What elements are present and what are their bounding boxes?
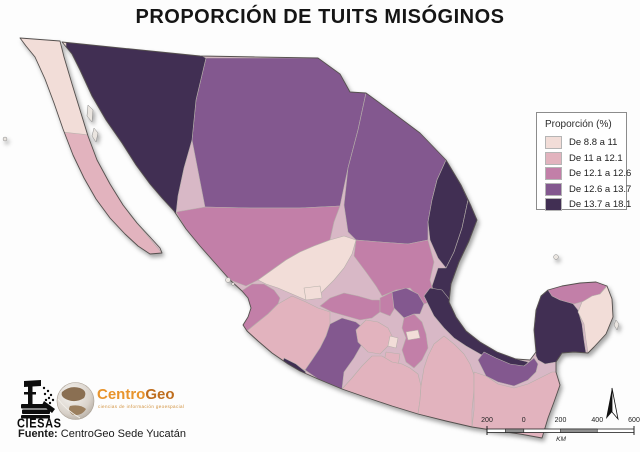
centrogeo-tagline: ciencias de información geoespacial <box>98 404 185 409</box>
state-puebla <box>401 313 429 369</box>
state-cdmx <box>387 335 399 349</box>
baja-coastline <box>19 37 163 255</box>
ciesas-logo-icon <box>21 380 55 419</box>
centrogeo-name-part2: Geo <box>145 386 175 403</box>
legend-row: De 12.1 a 12.6 <box>545 166 631 182</box>
island-alacranes <box>553 254 559 260</box>
state-chihuahua <box>191 57 367 209</box>
legend-label-class2: De 11 a 12.1 <box>569 152 623 164</box>
island-guadalupe <box>2 136 8 142</box>
legend-swatch-class3 <box>545 167 562 181</box>
island-tiburon <box>91 127 99 143</box>
legend-row: De 12.6 a 13.7 <box>545 182 631 198</box>
legend-swatch-class5 <box>545 198 562 212</box>
scalebar-label-1: 0 <box>521 417 526 424</box>
legend-label-class4: De 12.6 a 13.7 <box>569 183 632 195</box>
source-note: Fuente: CentroGeo Sede Yucatán <box>18 428 186 440</box>
legend-row: De 8.8 a 11 <box>545 135 626 151</box>
legend-label-class1: De 8.8 a 11 <box>569 137 618 149</box>
state-queretaro <box>379 291 397 317</box>
scalebar-unit: KM <box>556 436 566 443</box>
source-text: CentroGeo Sede Yucatán <box>60 428 186 440</box>
legend-label-class3: De 12.1 a 12.6 <box>569 168 632 180</box>
island-angel-guarda <box>86 104 94 123</box>
state-michoacan <box>304 317 367 390</box>
island-cozumel <box>613 319 620 331</box>
mainland-coastline <box>61 41 614 439</box>
ciesas-logo-text: CIESAS <box>17 417 62 431</box>
scale-bar <box>486 426 635 435</box>
scalebar-label-4: 600 <box>628 417 640 424</box>
state-tlaxcala <box>405 329 421 341</box>
north-arrow-icon <box>606 387 619 421</box>
island-marias <box>225 277 231 283</box>
legend: Proporción (%) De 8.8 a 11 De 11 a 12.1 … <box>536 112 631 213</box>
scalebar-label-3: 400 <box>591 417 604 424</box>
centrogeo-name-part1: Centro <box>97 386 146 403</box>
scalebar-label-2: 200 <box>554 417 567 424</box>
state-aguascalientes <box>303 285 323 301</box>
centrogeo-logo-text: CentroGeo <box>97 387 175 403</box>
state-zacatecas <box>257 235 357 301</box>
legend-swatch-class1 <box>545 136 562 150</box>
legend-row: De 13.7 a 18.1 <box>545 197 631 213</box>
scalebar-label-0: 200 <box>481 417 493 424</box>
centrogeo-globe-icon <box>56 382 95 420</box>
source-label: Fuente: <box>18 428 58 440</box>
state-tabasco <box>477 351 539 387</box>
state-hidalgo <box>391 287 425 319</box>
legend-row: De 11 a 12.1 <box>545 151 626 167</box>
legend-swatch-class2 <box>545 151 562 165</box>
island-marias-2 <box>231 282 235 286</box>
page-title: PROPORCIÓN DE TUITS MISÓGINOS <box>135 6 505 28</box>
legend-title: Proporción (%) <box>545 119 612 130</box>
legend-label-class5: De 13.7 a 18.1 <box>569 199 632 211</box>
legend-swatch-class4 <box>545 182 562 196</box>
